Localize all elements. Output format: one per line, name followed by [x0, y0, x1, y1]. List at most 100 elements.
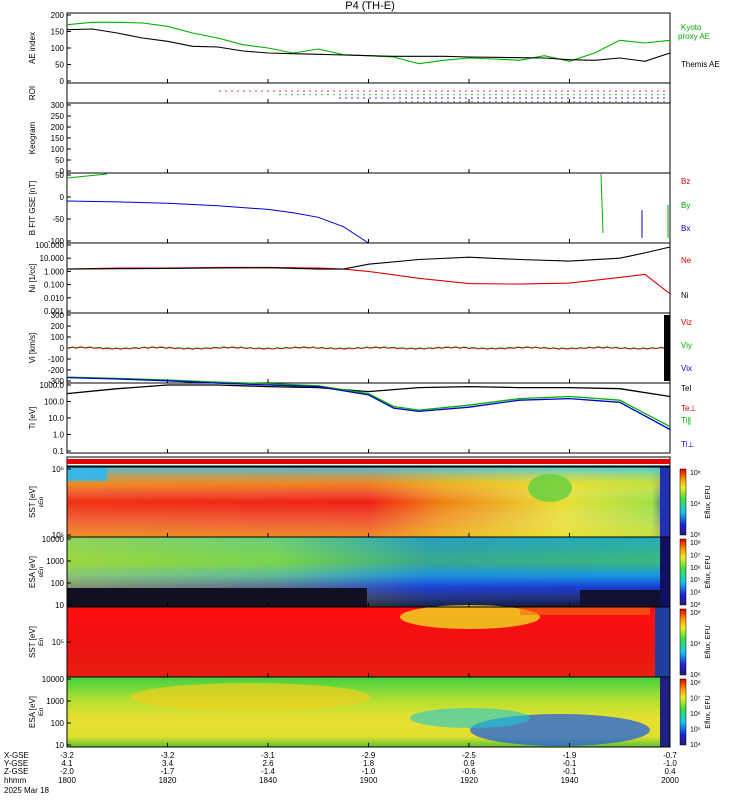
roi-dot: [603, 97, 605, 99]
roi-dot: [561, 100, 563, 103]
roi-dot: [309, 90, 311, 92]
roi-dot: [501, 93, 503, 96]
roi-dot: [483, 90, 485, 92]
y-axis-subtitle: iEn: [39, 708, 45, 717]
z-gse-tick: -0.6: [462, 767, 476, 776]
y-tick-label: 300: [51, 101, 65, 110]
roi-dot: [573, 97, 575, 99]
series-temperature: [66, 384, 671, 398]
roi-dot: [585, 90, 587, 92]
colorbar-label: Eflux, EFU: [705, 485, 712, 518]
y-tick-label: 10: [55, 601, 64, 610]
roi-dot: [465, 100, 467, 103]
roi-dot: [573, 100, 575, 103]
roi-dot: [387, 93, 389, 96]
time-tick-label: 1820: [159, 776, 177, 785]
roi-dot: [609, 93, 611, 96]
roi-dot: [579, 100, 581, 103]
legend-temperature: Ti⊥: [681, 440, 694, 449]
roi-dot: [471, 100, 473, 103]
roi-dot: [441, 90, 443, 92]
colorbar: [679, 608, 687, 676]
roi-dot: [519, 100, 521, 103]
series-viz: [66, 346, 671, 350]
x-gse-tick: -2.5: [462, 751, 476, 760]
roi-dot: [375, 97, 377, 99]
roi-dot: [321, 90, 323, 92]
roi-dot: [435, 93, 437, 96]
z-gse-tick: -1.4: [261, 767, 275, 776]
y-tick-label: 0: [60, 77, 65, 86]
roi-dot: [459, 97, 461, 99]
sst-electron-spectrogram: [67, 467, 670, 537]
roi-dot: [507, 97, 509, 99]
colorbar-tick: 10⁵: [690, 577, 701, 584]
y-tick-label: 100: [51, 44, 65, 53]
y-tick-label: 10.000: [40, 254, 65, 263]
roi-dot: [645, 100, 647, 103]
panel-frame-density: [66, 242, 671, 314]
y-tick-label: 250: [51, 112, 65, 121]
roi-dot: [291, 93, 293, 96]
roi-dot: [357, 97, 359, 99]
roi-dot: [591, 93, 593, 96]
y-tick-label: 100: [51, 579, 65, 588]
roi-dot: [543, 93, 545, 96]
roi-dot: [561, 93, 563, 96]
x-gse-tick: -3.2: [60, 751, 74, 760]
roi-dot: [579, 93, 581, 96]
x-row-label: hhmm: [4, 776, 27, 785]
roi-dot: [357, 90, 359, 92]
y-axis-title: Ni [1/cc]: [28, 264, 37, 293]
colorbar-label: Eflux, EFU: [705, 625, 712, 658]
y-tick-label: 0.1: [53, 447, 65, 456]
roi-dot: [621, 97, 623, 99]
roi-dot: [345, 93, 347, 96]
series-ne: [66, 266, 671, 295]
y-tick-label: 1.000: [44, 267, 65, 276]
roi-dot: [405, 93, 407, 96]
roi-dot: [417, 90, 419, 92]
x-gse-tick: -3.1: [261, 751, 275, 760]
roi-dot: [345, 90, 347, 92]
roi-dot: [627, 90, 629, 92]
x-row-label: Y-GSE: [4, 759, 28, 768]
y-axis-title: Ti [eV]: [28, 407, 37, 430]
roi-dot: [417, 93, 419, 96]
roi-dot: [387, 90, 389, 92]
y-axis-title: Vi [km/s]: [28, 333, 37, 364]
roi-dot: [315, 93, 317, 96]
roi-dot: [615, 100, 617, 103]
roi-dot: [513, 100, 515, 103]
roi-dot: [279, 90, 281, 92]
roi-dot: [627, 100, 629, 103]
roi-dot: [345, 97, 347, 99]
roi-dot: [597, 97, 599, 99]
roi-dot: [585, 93, 587, 96]
time-tick-label: 2000: [661, 776, 679, 785]
roi-dot: [399, 97, 401, 99]
legend-temperature: Te⊥: [681, 404, 696, 413]
roi-dot: [495, 93, 497, 96]
roi-dot: [393, 93, 395, 96]
z-gse-tick: -0.1: [563, 767, 577, 776]
roi-dot: [369, 90, 371, 92]
roi-dot: [603, 93, 605, 96]
colorbar-tick: 10⁴: [690, 501, 701, 508]
roi-dot: [555, 100, 557, 103]
y-tick-label: 50: [55, 156, 64, 165]
colorbar-tick: 10³: [690, 602, 701, 609]
roi-dot: [351, 90, 353, 92]
roi-dot: [339, 93, 341, 96]
roi-dot: [237, 90, 239, 92]
roi-dot: [303, 90, 305, 92]
esa-electron-spectrogram: [67, 537, 670, 607]
roi-dot: [441, 100, 443, 103]
roi-dot: [327, 90, 329, 92]
roi-dot: [507, 93, 509, 96]
roi-dot: [651, 90, 653, 92]
y-tick-label: 100.000: [35, 241, 64, 250]
x-gse-tick: -3.2: [161, 751, 175, 760]
